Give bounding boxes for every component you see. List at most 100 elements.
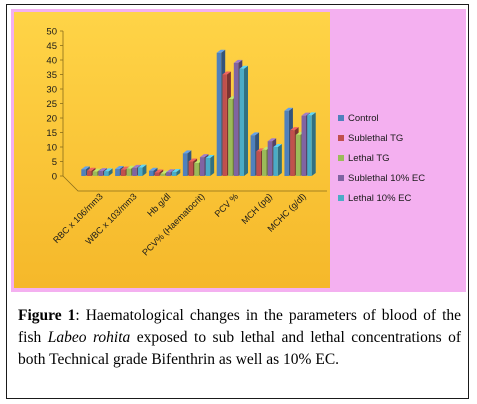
bar-front bbox=[120, 169, 126, 176]
bar-top bbox=[250, 132, 260, 136]
bar-front bbox=[188, 161, 194, 176]
bar-top bbox=[239, 65, 249, 69]
bar-top bbox=[126, 165, 136, 169]
legend-swatch bbox=[338, 135, 344, 141]
figure-caption: Figure 1: Haematological changes in the … bbox=[18, 305, 461, 371]
bar-front bbox=[86, 170, 92, 176]
bar-top bbox=[120, 166, 130, 170]
bar-side bbox=[244, 65, 249, 176]
bar-lethal-10-ec bbox=[307, 112, 316, 176]
bar-top bbox=[284, 107, 293, 111]
y-tick-label: 35 bbox=[46, 70, 57, 81]
bar-lethal-10-ec bbox=[104, 168, 113, 176]
bar-top bbox=[132, 164, 141, 168]
bar-side bbox=[142, 164, 147, 176]
bar-front bbox=[267, 141, 273, 176]
bar-front bbox=[194, 162, 199, 176]
legend-swatch bbox=[338, 175, 344, 181]
bar-lethal-10-ec bbox=[273, 144, 282, 176]
bar-front bbox=[228, 99, 233, 176]
bar-top bbox=[233, 59, 243, 63]
y-tick-label: 15 bbox=[46, 128, 57, 139]
legend-swatch bbox=[338, 195, 344, 201]
bar-top bbox=[290, 127, 299, 131]
bar-front bbox=[154, 172, 160, 176]
legend: Control Sublethal TG Lethal TG Sublethal 10… bbox=[338, 113, 425, 204]
legend-swatch bbox=[338, 115, 344, 121]
bar-top bbox=[205, 155, 215, 159]
bar-front bbox=[98, 171, 103, 176]
bar-side bbox=[108, 168, 113, 176]
legend-entry: Lethal TG bbox=[348, 153, 390, 164]
legend-entry: Sublethal TG bbox=[348, 133, 403, 144]
bar-front bbox=[104, 171, 109, 176]
bar-top bbox=[307, 112, 316, 116]
bar-front bbox=[216, 52, 222, 176]
bar-front bbox=[295, 134, 301, 176]
bar-front bbox=[137, 167, 143, 176]
bar-series-group bbox=[81, 49, 316, 176]
caption-species: Labeo rohita bbox=[47, 329, 131, 346]
bar-top bbox=[267, 138, 277, 142]
bar-lethal-10-ec bbox=[205, 155, 215, 176]
bar-front bbox=[222, 74, 227, 176]
bar-top bbox=[148, 167, 158, 171]
bar-lethal-10-ec bbox=[171, 168, 181, 176]
y-tick-label: 40 bbox=[46, 56, 57, 67]
bar-front bbox=[166, 172, 171, 176]
bar-front bbox=[284, 110, 289, 176]
bar-side bbox=[277, 144, 282, 176]
bar-front bbox=[92, 171, 98, 176]
bar-front bbox=[261, 149, 267, 176]
bar-front bbox=[126, 168, 132, 176]
bar-control bbox=[148, 167, 158, 176]
bar-front bbox=[307, 115, 312, 176]
bar-top bbox=[222, 71, 231, 75]
bar-top bbox=[301, 112, 311, 116]
bar-top bbox=[104, 168, 113, 172]
bar-front bbox=[256, 151, 261, 176]
bar-lethal-10-ec bbox=[137, 164, 147, 176]
y-tick-label: 30 bbox=[46, 85, 57, 96]
bar-front bbox=[160, 173, 165, 176]
bar-side bbox=[210, 155, 215, 176]
bar-side bbox=[159, 169, 164, 176]
figure-label: Figure 1 bbox=[18, 307, 76, 324]
bar-front bbox=[250, 135, 256, 176]
bar-top bbox=[86, 167, 96, 171]
y-tick-label: 0 bbox=[52, 172, 57, 183]
bar-top bbox=[166, 169, 175, 173]
legend-entry: Lethal 10% EC bbox=[348, 193, 412, 204]
bar-top bbox=[81, 166, 90, 170]
bar-side bbox=[153, 167, 158, 176]
bar-front bbox=[199, 157, 205, 176]
bar-top bbox=[137, 164, 147, 168]
bar-front bbox=[233, 62, 239, 176]
bar-front bbox=[132, 167, 137, 176]
y-tick-label: 5 bbox=[52, 157, 57, 168]
bar-top bbox=[160, 170, 169, 174]
bar-front bbox=[273, 147, 278, 176]
y-tick-label: 45 bbox=[46, 41, 57, 52]
bar-front bbox=[171, 171, 177, 176]
y-tick-label: 10 bbox=[46, 143, 57, 154]
bar-side bbox=[176, 168, 181, 176]
y-tick-label: 20 bbox=[46, 114, 57, 125]
caption-text-after: exposed to sub lethal and lethal concent… bbox=[18, 329, 461, 368]
bar-front bbox=[205, 158, 211, 176]
bar-front bbox=[290, 130, 295, 176]
legend-entry: Sublethal 10% EC bbox=[348, 173, 425, 184]
chart-panel: 0 5 10 15 20 25 30 35 40 45 50 RBC x 106/mm3 WBC x … bbox=[11, 9, 466, 292]
bar-top bbox=[92, 168, 102, 172]
bar-front bbox=[301, 115, 307, 176]
bar-front bbox=[81, 169, 86, 176]
bar-top bbox=[182, 150, 192, 154]
plot-area bbox=[14, 12, 330, 288]
bar-front bbox=[115, 169, 120, 176]
bar-top bbox=[115, 166, 124, 170]
y-axis: 0 5 10 15 20 25 30 35 40 45 50 bbox=[46, 27, 63, 183]
caption-text-before: : Haematological changes in the paramete… bbox=[18, 307, 461, 346]
bar-top bbox=[171, 168, 181, 172]
bar-top bbox=[199, 154, 209, 158]
